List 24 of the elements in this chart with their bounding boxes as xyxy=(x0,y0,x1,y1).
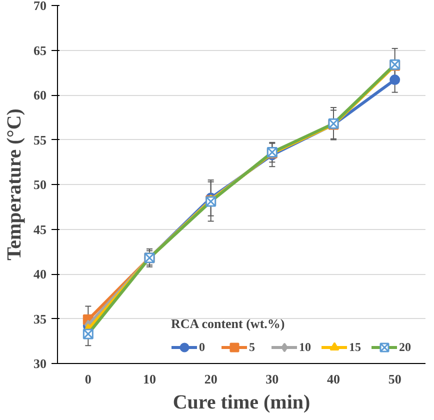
legend-label: 10 xyxy=(299,340,312,354)
legend-label: 15 xyxy=(349,340,362,354)
legend-label: 20 xyxy=(399,340,412,354)
y-tick-label: 30 xyxy=(34,356,46,371)
legend-label: 5 xyxy=(249,340,256,354)
x-tick-label: 20 xyxy=(204,372,218,386)
y-tick-label: 55 xyxy=(34,132,47,148)
y-axis-title: Temperature (°C) xyxy=(4,108,26,260)
point xyxy=(390,74,400,86)
x-axis-title: Cure time (min) xyxy=(172,392,310,414)
y-tick-label: 65 xyxy=(34,42,47,58)
x-tick-label: 50 xyxy=(388,372,402,386)
x-tick-label: 30 xyxy=(266,372,279,386)
y-tick-label: 35 xyxy=(34,311,47,326)
y-tick-label: 60 xyxy=(34,88,46,102)
y-tick-label: 70 xyxy=(34,0,46,13)
x-tick-label: 40 xyxy=(327,372,340,386)
legend-label: 0 xyxy=(199,340,206,354)
y-tick-label: 40 xyxy=(34,266,46,282)
y-tick-label: 45 xyxy=(34,222,47,237)
legend-title: RCA content (wt.%) xyxy=(171,316,286,332)
x-tick-label: 10 xyxy=(143,372,156,386)
y-tick-label: 50 xyxy=(34,177,46,192)
x-tick-label: 0 xyxy=(84,372,92,386)
